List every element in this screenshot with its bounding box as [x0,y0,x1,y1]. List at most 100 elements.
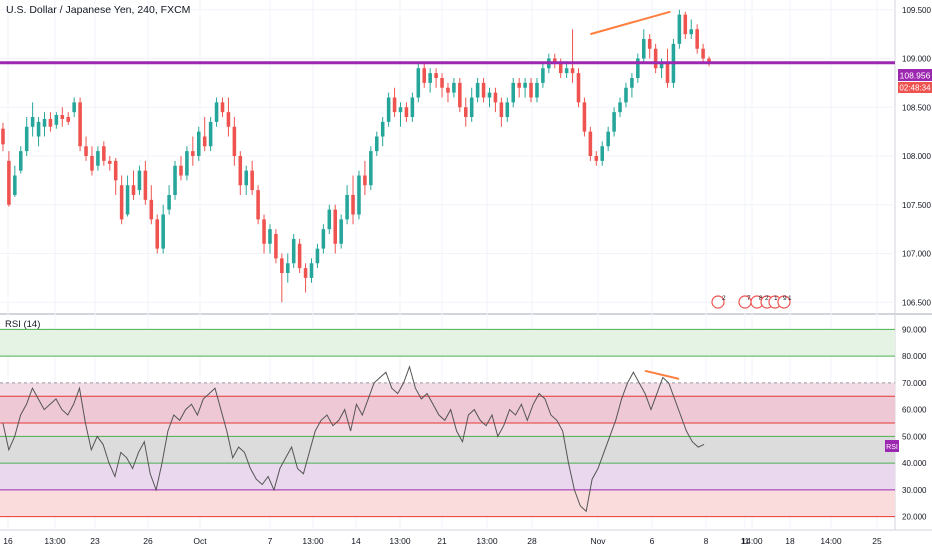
candle-body [107,160,112,164]
candle-body [440,78,444,88]
rsi-line-group [2,365,705,513]
event-marker-icon[interactable] [711,295,725,309]
candle-body [191,151,195,156]
candle-body [60,115,65,119]
candle-body [339,219,343,244]
price-tick-label: 107.000 [902,250,931,259]
candle-body [541,68,545,83]
candle-body [161,214,165,249]
candle-body [285,263,290,273]
rsi-axis-ticks: 90.000 80.000 70.000 60.000 50.000 40.000 30.0… [902,325,927,521]
candle-body [458,82,462,108]
rsi-mid-upper-zone [0,396,895,423]
price-tick-label: 109.500 [902,6,931,15]
candle-body [416,68,421,98]
event-marker-count: 9 [783,295,787,302]
candle-body [202,136,207,147]
rsi-divergence-trendline[interactable] [644,369,680,380]
candle-body [630,78,634,88]
candle-body [564,68,569,74]
candle-body [1,128,5,145]
candle-body [173,165,177,195]
price-axis-ticks: 109.500 109.000 108.500 108.000 107.500 107.0… [902,6,931,308]
candle-body [582,102,587,132]
event-marker-count: 2 [722,295,726,302]
rsi-tick-label: 30.000 [902,486,927,495]
candle-body [232,126,237,156]
candle-body [274,234,278,259]
candle-body [196,131,201,156]
candle-body [636,58,640,78]
candle-body [600,146,605,161]
candle-body [422,68,427,83]
countdown-badge [898,82,932,93]
candle-body [315,248,320,264]
time-tick-label: 25 [872,536,882,546]
time-tick-label: 28 [527,536,537,546]
candles-group [1,9,711,303]
candle-body [149,199,154,220]
event-marker-icon[interactable] [777,295,791,309]
candle-body [398,107,403,113]
rsi-oversold-zone [0,489,895,517]
time-tick-label: Nov [590,536,606,546]
candle-body [487,92,492,98]
candle-body [84,146,88,156]
candle-body [256,190,260,220]
candle-body [677,14,682,44]
candle-body [280,258,284,273]
candle-body [552,58,557,64]
candle-body [262,219,266,244]
candle-body [90,156,94,171]
time-tick-label: 11 [741,536,750,546]
candle-body [220,102,225,113]
time-tick-label: 14 [351,536,361,546]
candle-body [36,121,41,137]
candle-body [374,136,379,152]
candle-body [125,185,130,215]
candle-body [659,63,664,69]
candle-body [54,115,59,125]
candle-body [570,68,575,74]
candle-body [493,92,498,103]
candle-body [434,73,438,78]
candle-body [647,39,652,49]
candle-body [30,117,35,127]
candle-body [327,209,332,230]
candle-body [179,165,183,176]
annotations [0,10,895,380]
candle-body [208,121,213,147]
candle-body [624,87,628,103]
price-tick-label: 107.500 [902,201,931,210]
time-tick-label: 26 [143,536,153,546]
candle-body [535,82,539,98]
symbol-title: U.S. Dollar / Japanese Yen, 240, FXCM [6,4,190,16]
candle-body [410,97,415,117]
candle-body [185,151,189,176]
candle-body [594,156,599,161]
candle-body [701,48,705,59]
candle-body [469,97,474,117]
time-tick-label: 14:00 [741,536,763,546]
candle-body [505,102,510,117]
candle-body [297,243,302,269]
candle-body [499,102,504,117]
event-marker-count: 1 [774,295,778,302]
candle-body [392,97,397,113]
candle-body [695,29,699,49]
rsi-tick-label: 80.000 [902,352,927,361]
candle-body [351,195,355,215]
candle-body [48,118,53,127]
candle-body [72,102,76,113]
time-tick-label: 13:00 [302,536,324,546]
time-tick-label: 21 [437,536,447,546]
time-tick-label: 13:00 [476,536,498,546]
event-marker-count: 1 [788,295,792,302]
candle-body [78,102,82,147]
candle-body [612,112,616,132]
candle-body [268,229,272,244]
event-markers[interactable]: 2 7 8 2 1 9 1 [711,295,792,309]
price-divergence-trendline[interactable] [590,10,671,36]
candle-body [42,118,47,127]
